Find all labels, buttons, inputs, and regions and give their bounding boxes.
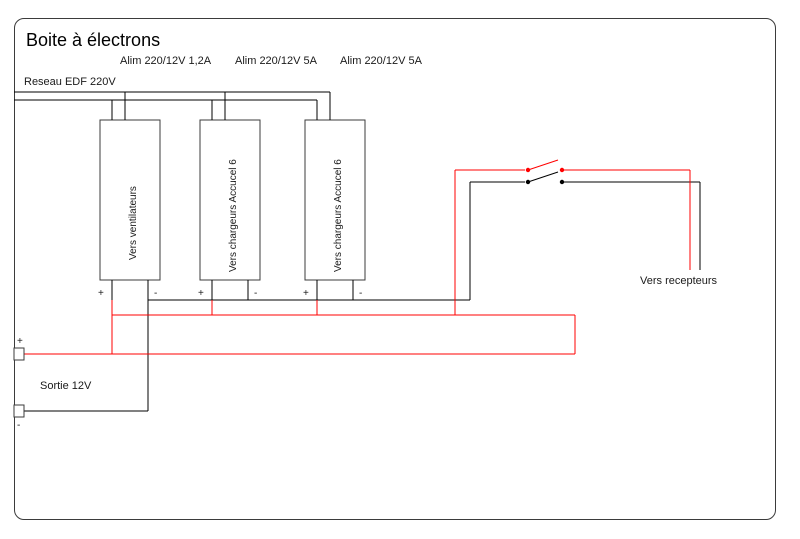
label-box-1: Vers ventilateurs	[128, 186, 139, 260]
label-box-3: Vers chargeurs Accucel 6	[333, 159, 344, 272]
diagram-title: Boite à électrons	[26, 30, 160, 51]
terminal-plus-label: +	[17, 336, 23, 347]
label-sortie-12v: Sortie 12V	[40, 380, 91, 392]
polarity-b1-plus: +	[98, 288, 104, 299]
polarity-b2-plus: +	[198, 288, 204, 299]
label-alim-2: Alim 220/12V 5A	[235, 55, 317, 67]
label-reseau-edf: Reseau EDF 220V	[24, 76, 116, 88]
polarity-b3-plus: +	[303, 288, 309, 299]
label-alim-3: Alim 220/12V 5A	[340, 55, 422, 67]
wiring-svg	[0, 0, 800, 539]
terminal-minus	[14, 405, 24, 417]
polarity-b2-minus: -	[254, 288, 257, 299]
diagram-canvas: Boite à électrons Alim 220/12V 1,2A Alim…	[0, 0, 800, 539]
label-recepteurs: Vers recepteurs	[640, 275, 717, 287]
label-box-2: Vers chargeurs Accucel 6	[228, 159, 239, 272]
label-alim-1: Alim 220/12V 1,2A	[120, 55, 211, 67]
polarity-b1-minus: -	[154, 288, 157, 299]
polarity-b3-minus: -	[359, 288, 362, 299]
terminal-minus-label: -	[17, 420, 20, 431]
terminal-plus	[14, 348, 24, 360]
